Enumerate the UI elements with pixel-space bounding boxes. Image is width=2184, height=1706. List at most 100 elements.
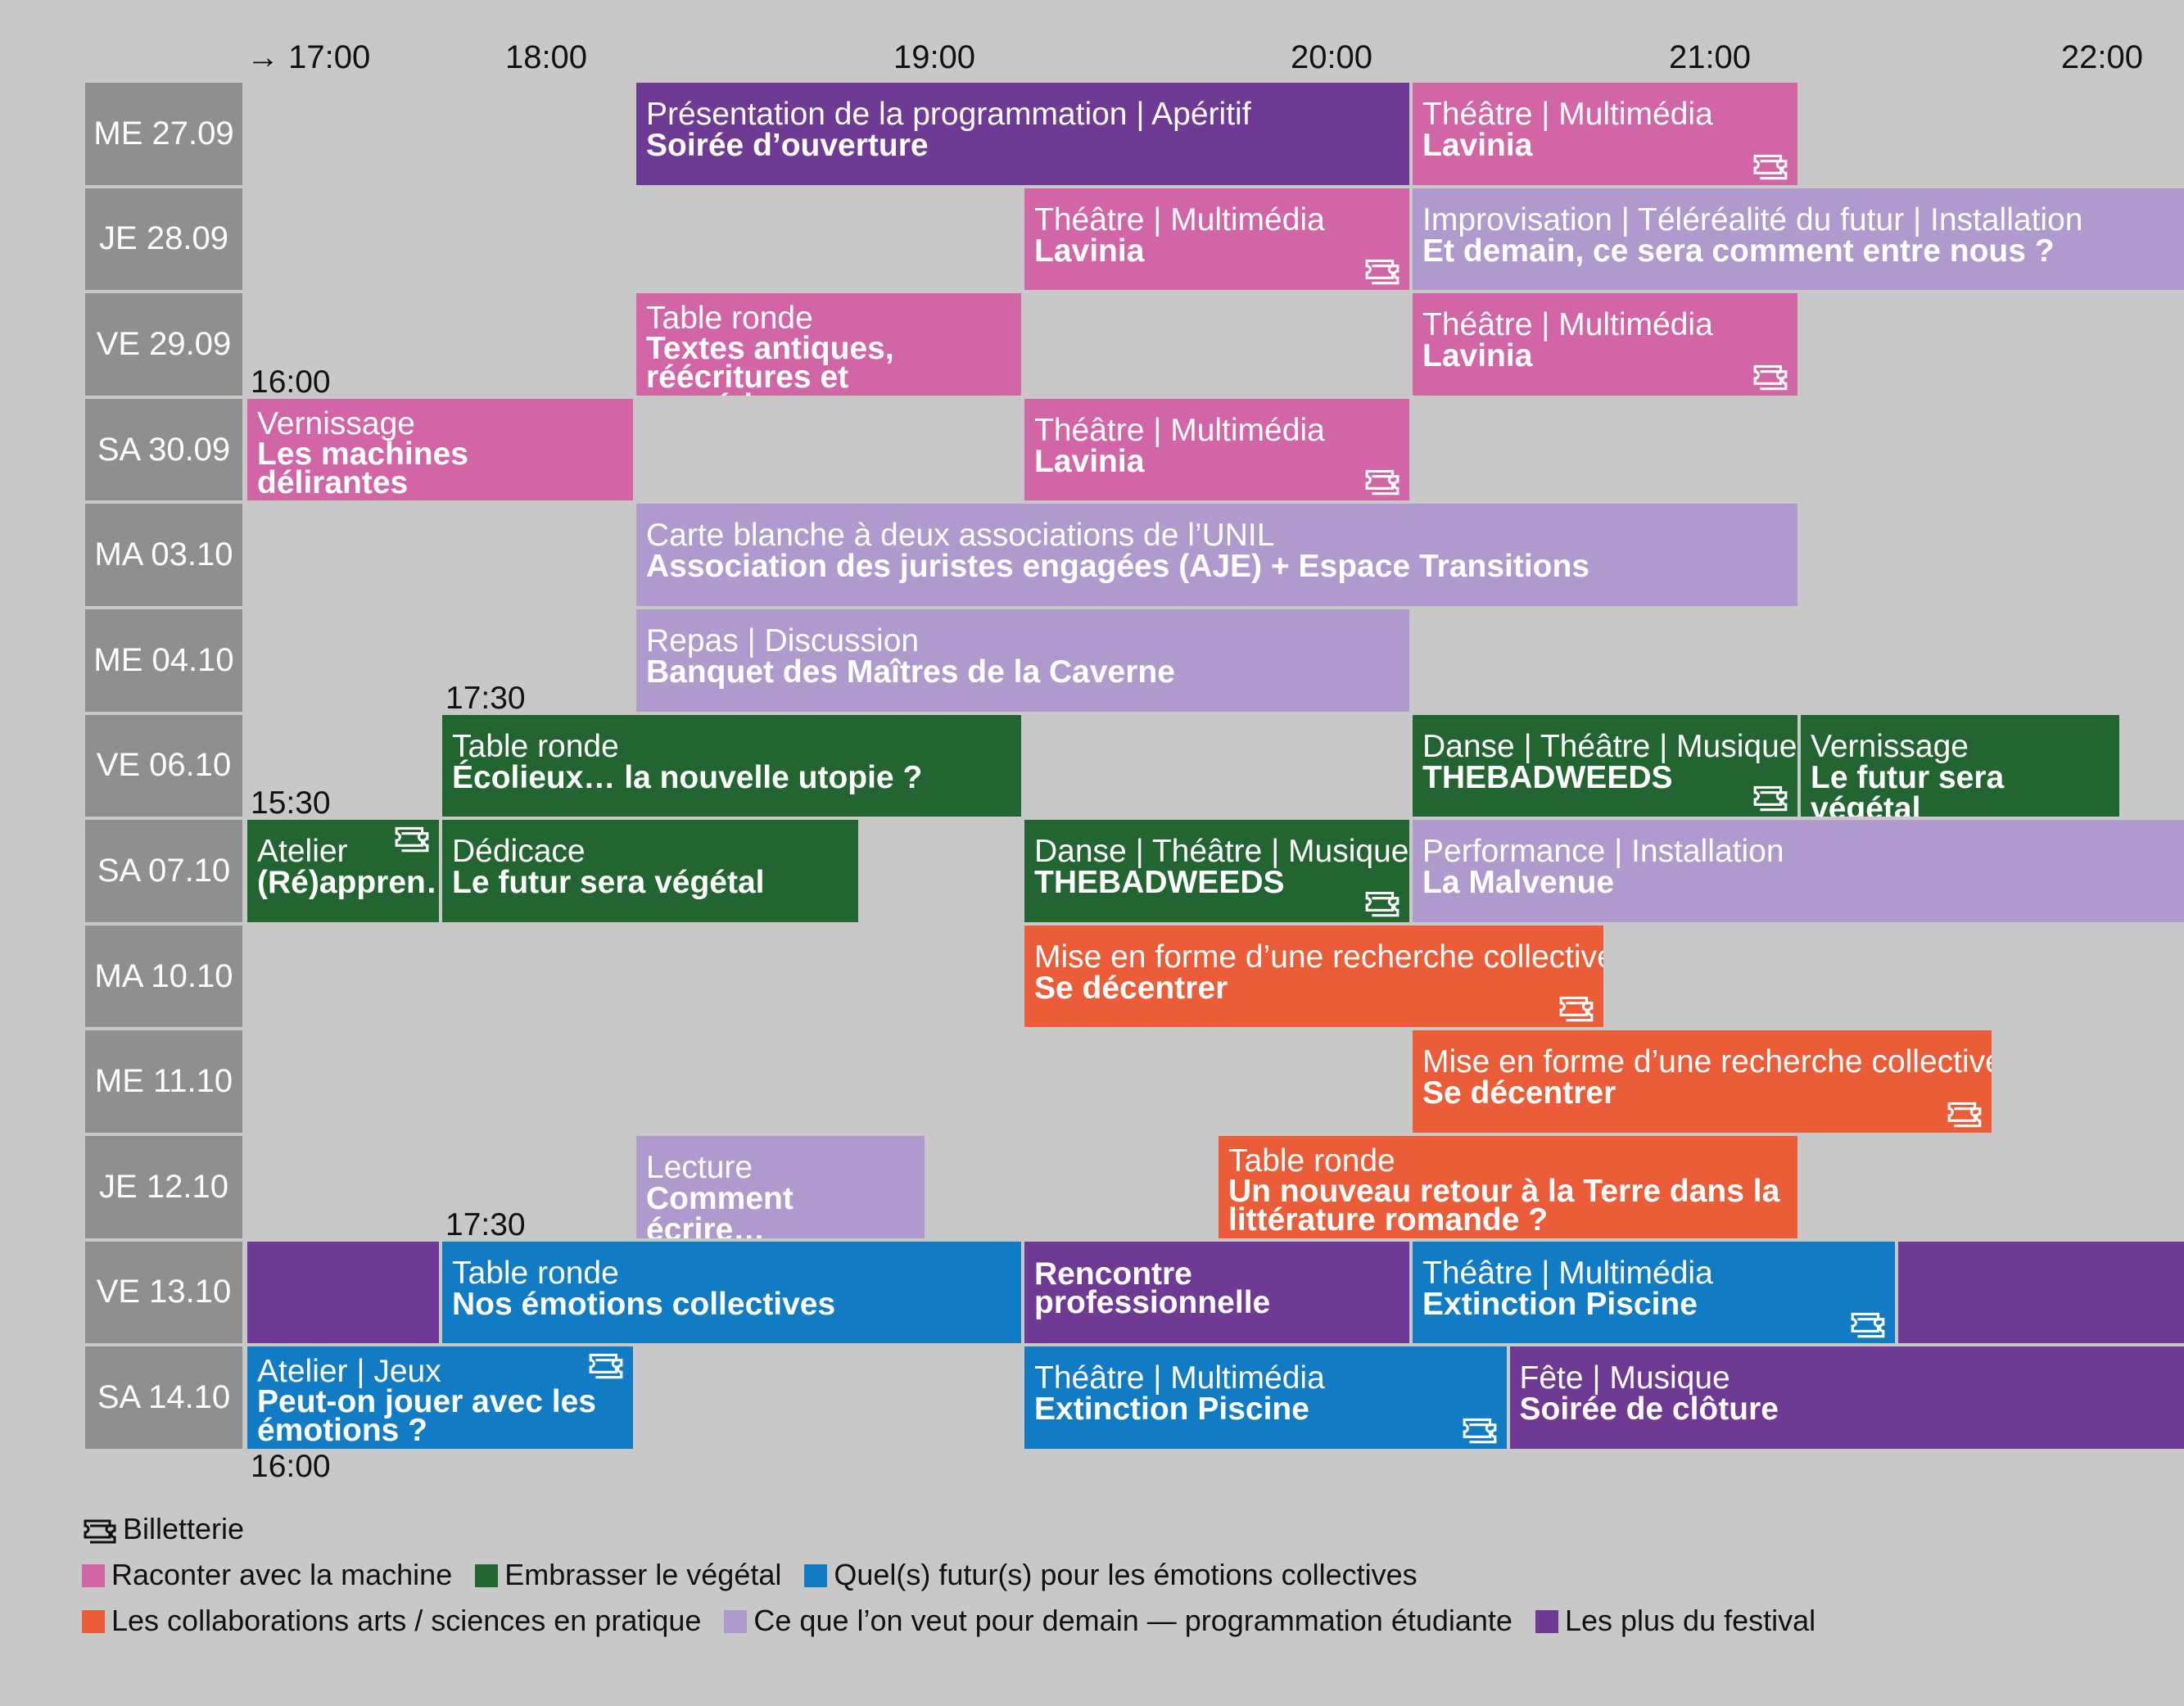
- time-header-label: 22:00: [2060, 39, 2143, 75]
- day-label: VE 29.09: [85, 293, 242, 396]
- legend-label: Les plus du festival: [1564, 1604, 1816, 1637]
- legend-ticket-row: Billetterie: [82, 1512, 244, 1546]
- event-title: Le futur sera végétal: [452, 865, 765, 901]
- event-title: THEBADWEEDS: [1034, 865, 1285, 901]
- event-block: Théâtre | Multimédia Lavinia: [1413, 83, 1797, 185]
- event-category: Théâtre | Multimédia: [1034, 1360, 1325, 1396]
- event-title: Banquet des Maîtres de la Caverne: [646, 654, 1175, 690]
- event-block: Repas | Discussion Banquet des Maîtres de…: [636, 609, 1409, 712]
- event-block: Danse | Théâtre | Musique THEBADWEEDS: [1024, 820, 1409, 922]
- event-block: Théâtre | Multimédia Lavinia: [1413, 293, 1797, 396]
- event-block: Danse | Théâtre | Musique THEBADWEEDS: [1413, 714, 1797, 817]
- time-header-label: 20:00: [1290, 39, 1373, 75]
- ticket-icon: [1753, 154, 1788, 179]
- day-label: SA 07.10: [85, 820, 242, 922]
- legend-swatch: [804, 1564, 828, 1587]
- legend-item: Les collaborations arts / sciences en pr…: [82, 1604, 701, 1638]
- event-title: Association des juristes engagées (AJE) …: [646, 549, 1590, 585]
- event-category: Table ronde: [452, 728, 619, 764]
- event-block: Lecture Comment écrire…: [636, 1136, 925, 1238]
- event-title: La Malvenue: [1422, 865, 1615, 901]
- legend-ticket-label: Billetterie: [123, 1512, 245, 1545]
- event-block: Atelier (Ré)appren…: [247, 820, 439, 922]
- event-title: (Ré)appren…: [257, 865, 439, 901]
- legend-item: Embrasser le végétal: [475, 1558, 781, 1592]
- event-title: Textes antiques, réécritures et numériqu…: [646, 331, 894, 396]
- ticket-icon: [1463, 1418, 1496, 1443]
- day-label: SA 14.10: [85, 1346, 242, 1449]
- event-category: Théâtre | Multimédia: [1422, 307, 1713, 343]
- event-category: Performance | Installation: [1422, 834, 1784, 870]
- event-category: Danse | Théâtre | Musique: [1422, 728, 1797, 764]
- event-title: Se décentrer: [1034, 970, 1228, 1006]
- ticket-icon: [1851, 1313, 1884, 1338]
- event-title: Extinction Piscine: [1034, 1391, 1309, 1428]
- event-category: Vernissage: [257, 405, 415, 441]
- time-header-label: → 17:00: [246, 39, 371, 75]
- event-block: Théâtre | Multimédia Lavinia: [1024, 398, 1409, 501]
- legend-row-2: Les collaborations arts / sciences en pr…: [82, 1604, 1838, 1638]
- event-block: Fête | Musique Soirée de clôture: [1509, 1346, 2184, 1449]
- legend-swatch: [724, 1610, 748, 1633]
- event-category: Théâtre | Multimédia: [1422, 97, 1713, 132]
- event-category: Table ronde: [646, 301, 813, 337]
- event-block: Présentation de la programmation | Apéri…: [636, 83, 1409, 185]
- ticket-icon: [1753, 786, 1788, 812]
- day-label: MA 03.10: [85, 504, 242, 606]
- legend-label: Ce que l’on veut pour demain — programma…: [753, 1604, 1513, 1637]
- event-title: Lavinia: [1422, 128, 1533, 163]
- day-label: JE 28.09: [85, 188, 242, 291]
- event-title: Lavinia: [1034, 443, 1145, 479]
- event-category: Repas | Discussion: [646, 623, 920, 658]
- event-block: Mise en forme d’une recherche collective…: [1413, 1030, 1992, 1133]
- legend-swatch: [82, 1610, 105, 1633]
- event-category: Théâtre | Multimédia: [1422, 1255, 1713, 1291]
- event-category: Fête | Musique: [1519, 1360, 1730, 1396]
- event-block: Atelier | Jeux Peut-on jouer avec les émo…: [247, 1346, 633, 1449]
- day-label: JE 12.10: [85, 1136, 242, 1238]
- start-time-note: 16:00: [251, 364, 331, 400]
- event-block: Performance | Installation La Malvenue: [1413, 820, 2184, 922]
- event-category: Table ronde: [452, 1255, 619, 1291]
- event-category: Mise en forme d’une recherche collective: [1034, 939, 1603, 975]
- start-time-note: 17:30: [445, 680, 526, 716]
- event-category: Carte blanche à deux associations de l’U…: [646, 518, 1275, 554]
- event-category: Présentation de la programmation | Apéri…: [646, 97, 1251, 132]
- legend-swatch: [82, 1564, 105, 1587]
- day-label: VE 13.10: [85, 1241, 242, 1344]
- event-block: Vernissage Les machines délirantes: [247, 398, 633, 501]
- event-title: Extinction Piscine: [1422, 1286, 1698, 1322]
- event-title: THEBADWEEDS: [1422, 759, 1673, 795]
- event-block: Théâtre | Multimédia Extinction Piscine: [1024, 1346, 1507, 1449]
- event-block: Table ronde Textes antiques, réécritures …: [636, 293, 1021, 396]
- legend-label: Embrasser le végétal: [504, 1558, 782, 1591]
- legend-label: Quel(s) futur(s) pour les émotions colle…: [834, 1558, 1418, 1591]
- day-label: ME 04.10: [85, 609, 242, 712]
- legend-item: Ce que l’on veut pour demain — programma…: [724, 1604, 1513, 1638]
- event-category: Improvisation | Téléréalité du futur | I…: [1422, 201, 2083, 238]
- event-title: Les machines délirantes: [257, 436, 468, 500]
- event-block: Improvisation | Téléréalité du futur | I…: [1413, 188, 2184, 291]
- event-category: Dédicace: [452, 834, 586, 870]
- ticket-icon: [84, 1519, 116, 1544]
- day-label: ME 27.09: [85, 83, 242, 185]
- event-block: Table ronde Écolieux… la nouvelle utopie …: [442, 714, 1021, 817]
- event-block: Dédicace Le futur sera végétal: [442, 820, 858, 922]
- event-title: Et demain, ce sera comment entre nous ?: [1422, 233, 2055, 269]
- event-category: Atelier | Jeux: [257, 1354, 441, 1390]
- event-category: Atelier: [257, 834, 348, 870]
- event-category: Théâtre | Multimédia: [1034, 412, 1325, 448]
- legend-label: Les collaborations arts / sciences en pr…: [111, 1604, 702, 1637]
- start-time-note: 17:30: [445, 1206, 526, 1242]
- legend-item: Raconter avec la machine: [82, 1558, 452, 1592]
- legend-row-1: Raconter avec la machine Embrasser le vég…: [82, 1558, 1440, 1592]
- event-title: Se décentrer: [1422, 1075, 1617, 1111]
- event-title: Nos émotions collectives: [452, 1286, 836, 1322]
- ticket-icon: [1559, 997, 1594, 1022]
- event-block: Table ronde Nos émotions collectives: [442, 1241, 1021, 1344]
- ticket-icon: [1947, 1102, 1982, 1128]
- event-title: Écolieux… la nouvelle utopie ?: [452, 759, 923, 795]
- event-title: Un nouveau retour à la Terre dans la lit…: [1228, 1174, 1780, 1238]
- ticket-icon: [1753, 364, 1788, 390]
- legend-swatch: [475, 1564, 499, 1587]
